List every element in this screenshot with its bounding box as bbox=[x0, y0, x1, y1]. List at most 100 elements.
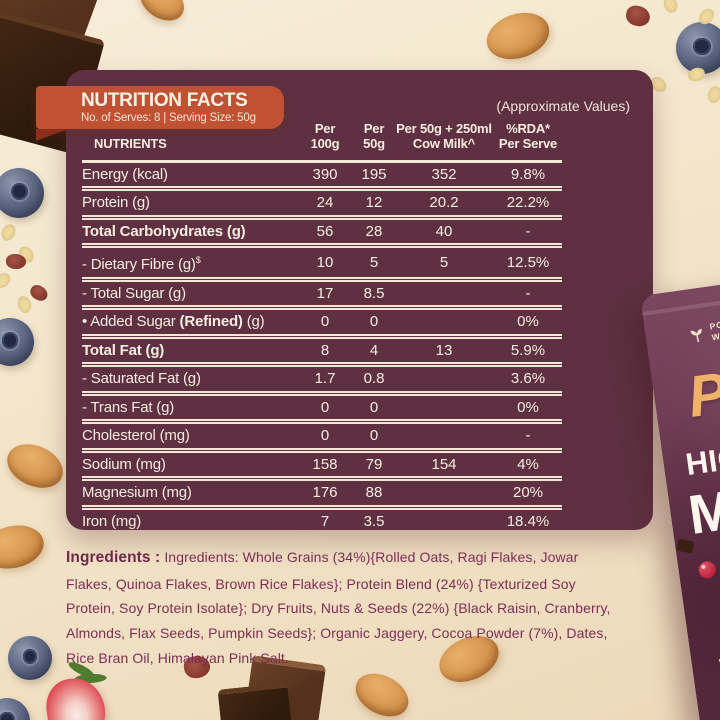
almond bbox=[0, 435, 70, 497]
ribbon-title: NUTRITION FACTS bbox=[81, 90, 248, 111]
ribbon-fold bbox=[36, 129, 68, 141]
nutrient-value bbox=[394, 307, 494, 339]
package-seal-crimp bbox=[642, 274, 720, 316]
nutrient-value: - bbox=[494, 279, 562, 311]
ribbon-serving-info: No. of Serves: 8 | Serving Size: 50g bbox=[81, 111, 256, 124]
blueberry bbox=[0, 698, 30, 720]
nutrient-value: 176 bbox=[296, 478, 354, 510]
package-heading-line1: HIGH P bbox=[683, 432, 720, 483]
nutrient-label: - Saturated Fat (g) bbox=[82, 364, 296, 396]
nutrient-value: 40 bbox=[394, 217, 494, 249]
nutrient-value: 154 bbox=[394, 450, 494, 482]
nutrient-value: 79 bbox=[354, 450, 394, 482]
nutrient-row: Total Fat (g) 8 4 13 5.9% bbox=[82, 336, 562, 368]
product-package: POWER WHOLEGRAIN Pin HIGH P MU Dark Choc… bbox=[640, 258, 720, 720]
package-logo-text: POWER WHOLEGRAIN bbox=[708, 314, 720, 343]
nutrient-value: 3.6% bbox=[494, 364, 562, 396]
nutrient-label: Magnesium (mg) bbox=[82, 478, 296, 510]
nutrient-value: 4 bbox=[354, 336, 394, 368]
oat-flake bbox=[706, 84, 720, 105]
nutrient-value: 390 bbox=[296, 161, 354, 192]
nutrient-value: 10 bbox=[296, 245, 354, 282]
header-per-50g-milk: Per 50g + 250ml Cow Milk^ bbox=[394, 121, 494, 163]
nutrient-value: 28 bbox=[354, 217, 394, 249]
nutrient-value: 17 bbox=[296, 279, 354, 311]
nutrient-label: - Total Sugar (g) bbox=[82, 279, 296, 311]
almond bbox=[480, 5, 556, 67]
nutrient-row: Magnesium (mg) 176 88 20% bbox=[82, 478, 562, 510]
nutrient-label: - Dietary Fibre (g)$ bbox=[82, 245, 296, 282]
nutrient-label: Energy (kcal) bbox=[82, 161, 296, 192]
nutrient-value: - bbox=[494, 217, 562, 249]
oat-flake bbox=[0, 270, 14, 291]
almond bbox=[0, 520, 48, 574]
nutrition-facts-card: (Approximate Values) NUTRIENTS Per 100g … bbox=[66, 70, 653, 530]
nutrient-label: Sodium (mg) bbox=[82, 450, 296, 482]
nutrient-label: Total Carbohydrates (g) bbox=[82, 217, 296, 249]
nutrient-value: 12.5% bbox=[494, 245, 562, 282]
cranberry bbox=[27, 282, 51, 304]
header-rda-per-serve: %RDA* Per Serve bbox=[494, 121, 562, 163]
nutrient-value: 7 bbox=[320, 512, 330, 530]
nutrient-row: Sodium (mg) 158 79 154 4% bbox=[82, 450, 562, 482]
oat-flake bbox=[661, 0, 680, 15]
nutrient-row: Protein (g) 24 12 20.2 22.2% bbox=[82, 188, 562, 220]
cranberry bbox=[697, 560, 717, 580]
table-header-row: NUTRIENTS Per 100g Per 50g Per 50g + 250… bbox=[82, 121, 562, 163]
nutrient-row: - Saturated Fat (g) 1.7 0.8 3.6% bbox=[82, 364, 562, 396]
nutrient-value bbox=[394, 478, 494, 510]
raisin bbox=[624, 3, 652, 29]
chocolate-bit bbox=[676, 538, 695, 554]
package-heading-line2: MU bbox=[684, 472, 720, 547]
nutrition-facts-ribbon: NUTRITION FACTS No. of Serves: 8 | Servi… bbox=[36, 86, 284, 129]
sun-icon bbox=[713, 620, 720, 695]
nutrient-value: 0 bbox=[354, 307, 394, 339]
nutrient-label: • Added Sugar (Refined) (g) bbox=[82, 307, 296, 339]
nutrient-value: 5.9% bbox=[494, 336, 562, 368]
nutrient-label: Protein (g) bbox=[82, 188, 296, 220]
nutrient-value: 56 bbox=[296, 217, 354, 249]
header-per-50g: Per 50g bbox=[354, 121, 394, 163]
package-logo: POWER WHOLEGRAIN bbox=[686, 309, 720, 348]
nutrient-value: 0% bbox=[494, 393, 562, 425]
nutrient-value: 195 bbox=[354, 161, 394, 192]
nutrient-value: 24 bbox=[296, 188, 354, 220]
nutrient-value: 0 bbox=[296, 307, 354, 339]
nutrient-value: 0 bbox=[354, 393, 394, 425]
nutrient-value: 8 bbox=[296, 336, 354, 368]
nutrition-table-body: Energy (kcal) 390 195 352 9.8% Protein (g) 24 1… bbox=[82, 161, 562, 533]
approximate-values-note: (Approximate Values) bbox=[496, 98, 630, 114]
oat-flake bbox=[16, 294, 33, 315]
nutrient-value: 4% bbox=[494, 450, 562, 482]
nutrient-value: 13 bbox=[394, 336, 494, 368]
nutrient-value bbox=[394, 507, 494, 533]
nutrient-value: 20.2 bbox=[394, 188, 494, 220]
blueberry bbox=[0, 168, 44, 218]
nutrient-value bbox=[394, 393, 494, 425]
nutrient-value: 0.8 bbox=[354, 364, 394, 396]
nutrient-row: • Added Sugar (Refined) (g) 0 0 0% bbox=[82, 307, 562, 339]
nutrient-value: 5 bbox=[394, 245, 494, 282]
almond bbox=[348, 665, 416, 720]
nutrient-value: 88 bbox=[354, 478, 394, 510]
nutrient-label: - Trans Fat (g) bbox=[82, 393, 296, 425]
oat-flake bbox=[0, 222, 18, 243]
brand-name: Pin bbox=[684, 353, 720, 430]
nutrient-value: 9.8% bbox=[494, 161, 562, 192]
nutrient-value: 20% bbox=[494, 478, 562, 510]
wholegrain-sprout-icon bbox=[690, 328, 702, 343]
nutrient-value: 0 bbox=[296, 421, 354, 453]
nutrient-row: - Trans Fat (g) 0 0 0% bbox=[82, 393, 562, 425]
ingredients-section: Ingredients : Ingredients: Whole Grains … bbox=[66, 544, 624, 671]
nutrient-label: Iron (mg) bbox=[82, 512, 142, 530]
ingredients-label: Ingredients : bbox=[66, 549, 161, 566]
nutrient-value: 22.2% bbox=[494, 188, 562, 220]
nutrient-value: 0 bbox=[354, 421, 394, 453]
ingredients-text: Ingredients: Whole Grains (34%){Rolled O… bbox=[66, 549, 611, 667]
chocolate-piece bbox=[217, 682, 293, 720]
nutrient-row: Cholesterol (mg) 0 0- bbox=[82, 421, 562, 453]
nutrient-value bbox=[394, 421, 494, 453]
nutrient-row: Total Carbohydrates (g) 56 28 40- bbox=[82, 217, 562, 249]
nutrient-value bbox=[394, 364, 494, 396]
nutrient-row: - Dietary Fibre (g)$ 10 5 5 12.5% bbox=[82, 245, 562, 282]
